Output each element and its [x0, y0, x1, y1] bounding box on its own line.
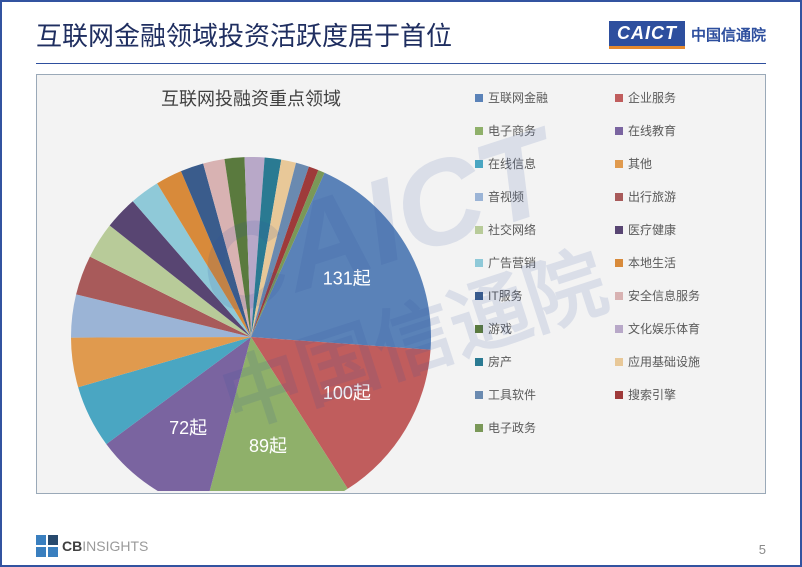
- legend-item: 工具软件: [475, 386, 609, 403]
- legend-swatch: [475, 325, 483, 333]
- legend-item: 电子商务: [475, 122, 609, 139]
- legend-swatch: [475, 226, 483, 234]
- cb-squares-icon: [36, 535, 58, 557]
- legend-item: 电子政务: [475, 419, 609, 436]
- slice-label: 131起: [323, 268, 371, 288]
- page-title: 互联网金融领域投资活跃度居于首位: [36, 16, 452, 53]
- legend-item: 在线教育: [615, 122, 749, 139]
- legend-label: IT服务: [488, 287, 523, 304]
- cb-text: CBINSIGHTS: [62, 538, 148, 554]
- caict-cn: 中国信通院: [691, 24, 766, 45]
- legend-label: 企业服务: [628, 89, 676, 106]
- legend-swatch: [615, 292, 623, 300]
- caict-logo: CAICT 中国信通院: [609, 21, 766, 49]
- legend-swatch: [615, 193, 623, 201]
- legend-swatch: [615, 358, 623, 366]
- legend-label: 音视频: [488, 188, 524, 205]
- legend-item: 游戏: [475, 320, 609, 337]
- legend-label: 搜索引擎: [628, 386, 676, 403]
- legend-label: 出行旅游: [628, 188, 676, 205]
- header-rule: [36, 63, 766, 64]
- legend-swatch: [475, 94, 483, 102]
- legend-item: 音视频: [475, 188, 609, 205]
- legend-item: 安全信息服务: [615, 287, 749, 304]
- legend-swatch: [615, 259, 623, 267]
- legend-label: 广告营销: [488, 254, 536, 271]
- legend-swatch: [615, 94, 623, 102]
- legend-label: 游戏: [488, 320, 512, 337]
- legend-label: 文化娱乐体育: [628, 320, 700, 337]
- slice-label: 72起: [169, 418, 207, 438]
- legend-swatch: [475, 292, 483, 300]
- header: 互联网金融领域投资活跃度居于首位 CAICT 中国信通院: [2, 2, 800, 59]
- slice-label: 89起: [249, 436, 287, 456]
- legend-label: 互联网金融: [488, 89, 548, 106]
- legend-swatch: [615, 325, 623, 333]
- legend-swatch: [615, 226, 623, 234]
- legend-label: 电子政务: [488, 419, 536, 436]
- legend-label: 医疗健康: [628, 221, 676, 238]
- legend-swatch: [475, 193, 483, 201]
- legend-item: 搜索引擎: [615, 386, 749, 403]
- cbinsights-logo: CBINSIGHTS: [36, 535, 148, 557]
- legend-swatch: [615, 127, 623, 135]
- legend-item: IT服务: [475, 287, 609, 304]
- legend-swatch: [475, 160, 483, 168]
- legend-swatch: [475, 127, 483, 135]
- legend-label: 安全信息服务: [628, 287, 700, 304]
- legend-item: 其他: [615, 155, 749, 172]
- legend-item: 出行旅游: [615, 188, 749, 205]
- legend-item: 企业服务: [615, 89, 749, 106]
- page-number: 5: [759, 542, 766, 557]
- legend-swatch: [615, 391, 623, 399]
- cb-bold: CB: [62, 538, 82, 554]
- pie-chart: 131起 100起 89起 72起: [36, 111, 466, 491]
- legend-swatch: [615, 160, 623, 168]
- legend-label: 其他: [628, 155, 652, 172]
- legend-label: 工具软件: [488, 386, 536, 403]
- legend-item: 广告营销: [475, 254, 609, 271]
- slice-label: 100起: [323, 383, 371, 403]
- legend-item: 医疗健康: [615, 221, 749, 238]
- legend-swatch: [475, 424, 483, 432]
- legend-swatch: [475, 259, 483, 267]
- chart-area: 互联网投融资重点领域 131起100起89起72起 互联网金融企业服务电子商务在…: [36, 74, 766, 494]
- caict-mark: CAICT: [609, 21, 685, 49]
- legend-label: 社交网络: [488, 221, 536, 238]
- legend-item: 社交网络: [475, 221, 609, 238]
- legend-item: 房产: [475, 353, 609, 370]
- legend-label: 本地生活: [628, 254, 676, 271]
- pie-wrap: 131起 100起 89起 72起: [37, 75, 465, 493]
- legend-item: 应用基础设施: [615, 353, 749, 370]
- legend-swatch: [475, 358, 483, 366]
- legend-item: 本地生活: [615, 254, 749, 271]
- legend-label: 在线信息: [488, 155, 536, 172]
- legend-label: 房产: [488, 353, 512, 370]
- legend: 互联网金融 企业服务电子商务 在线教育在线信息 其他音视频 出行旅游社交网络 医疗健康广告…: [465, 75, 765, 493]
- legend-label: 在线教育: [628, 122, 676, 139]
- legend-swatch: [475, 391, 483, 399]
- legend-item: 文化娱乐体育: [615, 320, 749, 337]
- legend-item: 互联网金融: [475, 89, 609, 106]
- legend-item: 在线信息: [475, 155, 609, 172]
- legend-label: 应用基础设施: [628, 353, 700, 370]
- cb-light: INSIGHTS: [82, 538, 148, 554]
- footer: CBINSIGHTS 5: [36, 535, 766, 557]
- legend-label: 电子商务: [488, 122, 536, 139]
